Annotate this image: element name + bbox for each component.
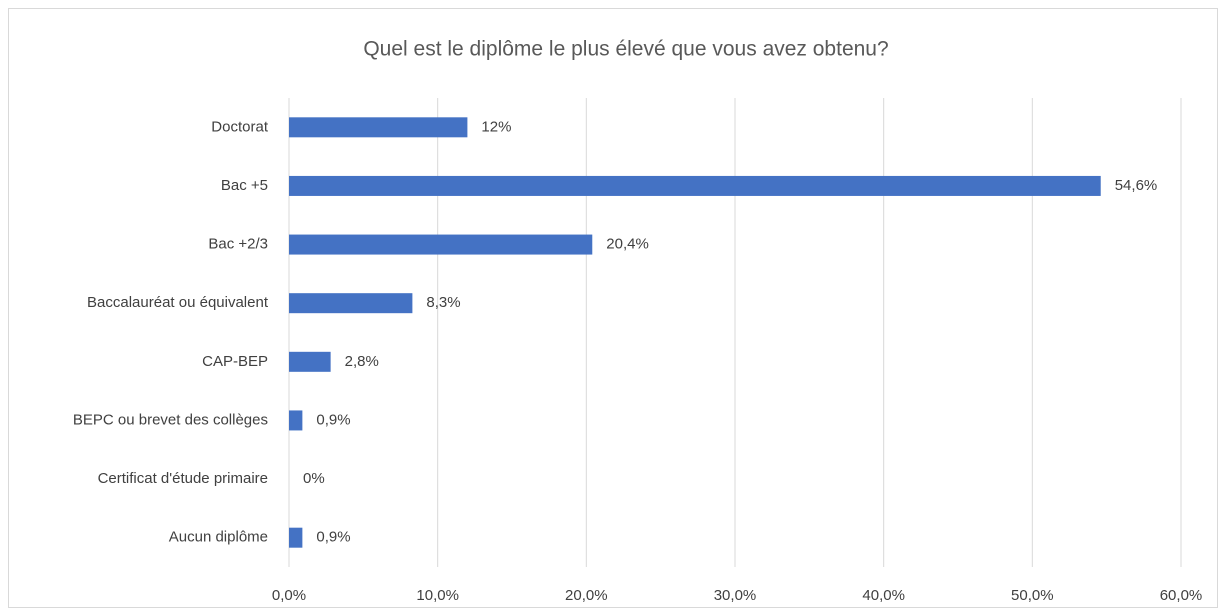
- data-label: 12%: [481, 118, 511, 135]
- y-tick-label: Bac +2/3: [208, 236, 268, 253]
- chart-title: Quel est le diplôme le plus élevé que vo…: [363, 38, 888, 61]
- y-tick-label: Certificat d'étude primaire: [98, 470, 268, 487]
- x-tick-label: 20,0%: [565, 587, 608, 604]
- y-tick-label: Aucun diplôme: [169, 529, 268, 546]
- data-label: 0%: [303, 470, 325, 487]
- bar: [289, 117, 468, 138]
- bar: [289, 527, 303, 548]
- x-tick-label: 40,0%: [862, 587, 905, 604]
- data-label: 2,8%: [345, 353, 379, 370]
- data-label: 8,3%: [426, 294, 460, 311]
- x-tick-label: 10,0%: [416, 587, 459, 604]
- x-tick-label: 0,0%: [272, 587, 306, 604]
- y-tick-label: Bac +5: [221, 177, 268, 194]
- data-label: 54,6%: [1115, 177, 1158, 194]
- bar: [289, 351, 331, 372]
- bar: [289, 410, 303, 431]
- bar: [289, 234, 593, 255]
- y-tick-label: CAP-BEP: [202, 353, 268, 370]
- bar: [289, 175, 1101, 196]
- x-tick-label: 60,0%: [1160, 587, 1203, 604]
- data-label: 0,9%: [316, 411, 350, 428]
- y-tick-label: Baccalauréat ou équivalent: [87, 294, 269, 311]
- x-tick-label: 50,0%: [1011, 587, 1054, 604]
- data-label: 20,4%: [606, 236, 649, 253]
- y-tick-label: BEPC ou brevet des collèges: [73, 411, 268, 428]
- chart-border: [8, 8, 1218, 608]
- bar: [289, 293, 413, 314]
- y-tick-label: Doctorat: [211, 118, 269, 135]
- data-label: 0,9%: [316, 529, 350, 546]
- x-tick-label: 30,0%: [714, 587, 757, 604]
